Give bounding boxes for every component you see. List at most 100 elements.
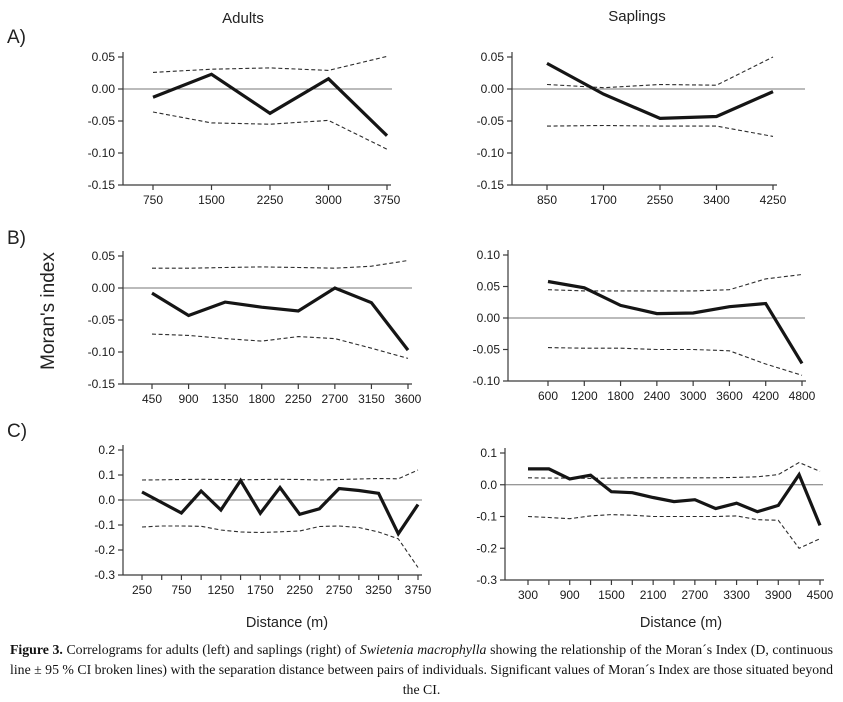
y-tick-label: 0.10 [477,248,501,262]
moran-line [528,467,822,527]
x-tick-label: 3400 [703,193,730,207]
x-tick-label: 1500 [598,588,625,602]
x-tick-label: 250 [132,583,152,597]
ci-upper-line [141,469,419,481]
y-tick-label: -0.05 [477,114,505,128]
ci-lower-line [546,124,774,137]
row-label-c: C) [7,421,28,442]
x-tick-label: 2550 [647,193,674,207]
chart-adults-b: 0.05 0.00 -0.05 -0.10 -0.15 450 900 1350 1800 225… [70,245,422,407]
x-tick-label: 3750 [374,193,401,207]
x-tick-label: 3000 [315,193,342,207]
correlogram-plot: 0.1 0.0 -0.1 -0.2 -0.3 300 900 1500 2100 2700 3300… [476,446,833,602]
x-tick-label: 1800 [248,392,275,406]
x-tick-label: 3600 [716,389,743,403]
x-tick-label: 2700 [682,588,709,602]
x-axis-title-right: Distance (m) [639,615,723,631]
x-tick-label: 2700 [322,392,349,406]
x-tick-label: 2250 [286,583,313,597]
ci-upper-line [527,461,821,479]
moran-line [152,72,389,137]
column-title-adults: Adults [222,10,264,27]
chart-saplings-c: 0.1 0.0 -0.1 -0.2 -0.3 300 900 1500 2100 2700 3300… [440,440,843,618]
x-tick-label: 2100 [640,588,667,602]
ci-lower-line [151,333,409,359]
y-tick-label: -0.15 [88,178,116,192]
x-tick-label: 3300 [723,588,750,602]
ci-upper-line [152,259,409,269]
y-tick-label: -0.05 [88,313,116,327]
y-tick-label: -0.05 [88,114,116,128]
x-tick-label: 2250 [257,193,284,207]
caption-species-name: Swietenia macrophylla [359,642,487,657]
y-tick-label: 0.05 [481,50,505,64]
y-tick-label: 0.00 [477,311,501,325]
y-tick-label: 0.00 [481,82,505,96]
y-tick-label: -0.3 [476,573,497,587]
y-tick-label: 0.05 [92,50,116,64]
y-tick-label: -0.1 [94,518,115,532]
chart-saplings-b: 0.10 0.05 0.00 -0.05 -0.10 600 1200 1800 2400 300… [440,245,840,407]
x-tick-label: 450 [142,392,162,406]
x-tick-label: 900 [560,588,580,602]
x-tick-label: 3000 [680,389,707,403]
chart-adults-a: 0.05 0.00 -0.05 -0.10 -0.15 750 1500 2250 3000 37… [70,45,420,220]
figure-caption: Figure 3. Correlograms for adults (left)… [10,640,833,700]
x-axis-title-left: Distance (m) [245,615,329,631]
ci-lower-line [152,111,388,150]
caption-figure-label: Figure 3. [10,642,63,657]
ci-upper-line [546,56,774,89]
x-tick-label: 3150 [358,392,385,406]
y-tick-label: -0.10 [88,345,116,359]
x-tick-label: 750 [143,193,163,207]
x-tick-label: 1800 [607,389,634,403]
x-tick-label: 900 [179,392,199,406]
x-tick-label: 3900 [765,588,792,602]
x-tick-label: 4250 [760,193,787,207]
correlogram-plot: 0.05 0.00 -0.05 -0.10 -0.15 850 1700 2550 3400 42… [477,50,805,207]
moran-line [141,477,420,537]
x-tick-label: 1750 [247,583,274,597]
y-tick-label: 0.05 [92,249,116,263]
x-tick-label: 1500 [198,193,225,207]
y-tick-label: 0.00 [92,82,116,96]
y-tick-label: -0.15 [477,178,505,192]
row-label-b: B) [7,228,26,249]
x-tick-label: 4800 [789,389,816,403]
y-tick-label: 0.05 [477,280,501,294]
x-tick-label: 2750 [326,583,353,597]
row-label-a: A) [7,27,26,48]
y-tick-label: -0.05 [473,343,501,357]
y-tick-label: -0.3 [94,568,115,582]
chart-adults-c: 0.2 0.1 0.0 -0.1 -0.2 -0.3 250 750 1250 1750 2250 2… [70,440,442,618]
y-tick-label: -0.2 [94,543,115,557]
correlogram-plot: 0.2 0.1 0.0 -0.1 -0.2 -0.3 250 750 1250 1750 2250 2… [94,443,431,597]
x-tick-label: 4200 [752,389,779,403]
y-tick-label: 0.1 [98,468,115,482]
ci-lower-line [527,514,821,549]
x-tick-label: 1700 [590,193,617,207]
x-tick-label: 300 [518,588,538,602]
caption-text-before-species: Correlograms for adults (left) and sapli… [62,642,360,657]
moran-line [547,279,804,365]
x-tick-label: 750 [171,583,191,597]
y-tick-label: -0.2 [476,541,497,555]
y-tick-label: -0.1 [476,510,497,524]
correlogram-plot: 0.10 0.05 0.00 -0.05 -0.10 600 1200 1800 2400 300… [473,248,816,403]
x-tick-label: 1200 [571,389,598,403]
x-tick-label: 3600 [395,392,422,406]
x-tick-label: 600 [538,389,558,403]
ci-lower-line [547,347,803,376]
x-tick-label: 2400 [644,389,671,403]
x-tick-label: 2250 [285,392,312,406]
x-tick-label: 850 [537,193,557,207]
y-tick-label: 0.00 [92,281,116,295]
x-tick-label: 1350 [212,392,239,406]
y-tick-label: -0.15 [88,377,116,391]
x-tick-label: 1250 [208,583,235,597]
moran-line [151,286,410,352]
y-tick-label: 0.2 [98,443,115,457]
y-tick-label: 0.0 [98,493,115,507]
correlogram-plot: 0.05 0.00 -0.05 -0.10 -0.15 750 1500 2250 3000 37… [88,50,401,207]
